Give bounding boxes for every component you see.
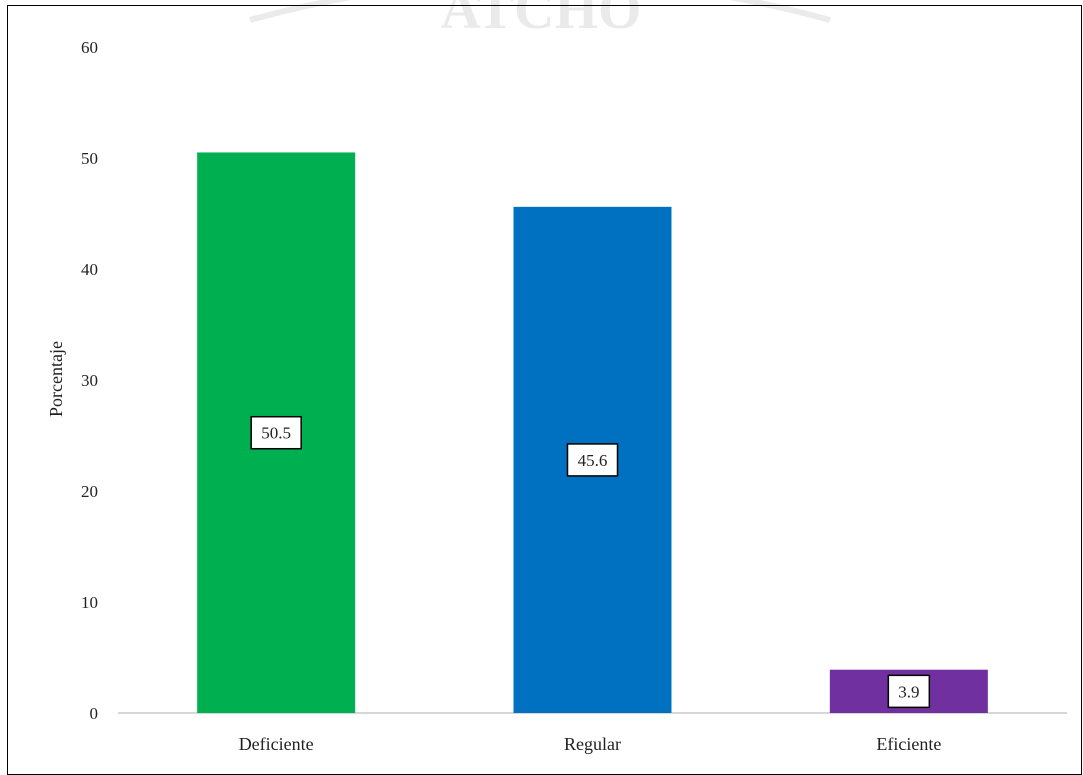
data-label-box — [887, 674, 931, 709]
data-label: 50.5 — [261, 424, 291, 443]
y-tick-label: 20 — [81, 482, 98, 501]
y-tick-label: 10 — [81, 593, 98, 612]
data-label: 45.6 — [578, 451, 608, 470]
y-tick-label: 40 — [81, 260, 98, 279]
data-label: 3.9 — [898, 682, 919, 701]
data-label-box — [566, 443, 619, 477]
x-tick-label: Eficiente — [876, 734, 941, 754]
y-tick-label: 0 — [90, 704, 99, 723]
data-label-box — [250, 415, 302, 450]
y-tick-label: 30 — [81, 371, 98, 390]
y-tick-label: 50 — [81, 149, 98, 168]
x-tick-label: Regular — [564, 734, 621, 754]
y-tick-label: 60 — [81, 38, 98, 57]
x-tick-label: Deficiente — [239, 734, 314, 754]
y-axis-label: Porcentaje — [46, 341, 66, 417]
